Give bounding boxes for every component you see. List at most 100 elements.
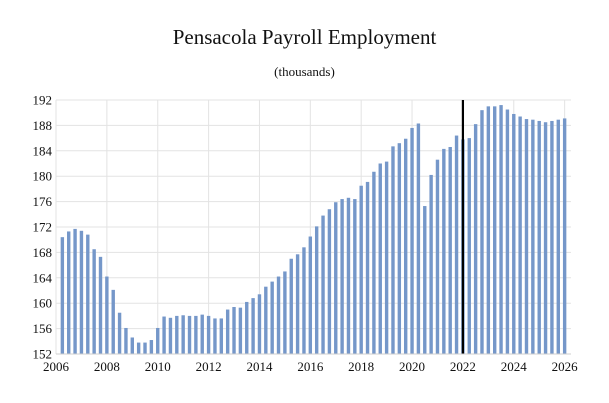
bar (181, 315, 185, 354)
y-tick-label: 180 (33, 169, 53, 184)
bar (467, 138, 471, 354)
bar (423, 206, 427, 354)
bar (283, 271, 287, 354)
y-tick-label: 156 (33, 321, 53, 336)
x-tick-label: 2008 (94, 359, 120, 374)
bar (302, 247, 306, 354)
bar (512, 113, 516, 354)
bar (225, 309, 230, 354)
bar (340, 199, 344, 354)
bar (276, 276, 281, 354)
x-tick-label: 2020 (399, 359, 425, 374)
bar (499, 105, 503, 354)
bar (416, 123, 421, 355)
bar (156, 327, 160, 354)
chart-title: Pensacola Payroll Employment (172, 25, 437, 49)
y-tick-label: 164 (33, 270, 53, 285)
bar (473, 124, 478, 354)
bar (79, 230, 84, 354)
y-tick-label: 188 (33, 118, 53, 133)
bar (194, 315, 198, 354)
bar (67, 231, 71, 354)
bar (537, 120, 541, 354)
bar (213, 318, 217, 354)
y-tick-label: 176 (33, 194, 53, 209)
y-tick-label: 152 (33, 347, 53, 362)
bar (556, 119, 560, 354)
bar (264, 286, 268, 354)
bar (378, 163, 382, 354)
bar (98, 256, 103, 354)
bar (372, 171, 376, 354)
bar (531, 119, 535, 354)
bar-series (60, 105, 567, 355)
x-tick-label: 2022 (450, 359, 476, 374)
bar (124, 327, 128, 354)
bar (92, 249, 96, 354)
x-tick-label: 2012 (196, 359, 222, 374)
bar (321, 215, 325, 354)
bar (505, 109, 510, 355)
bar (327, 209, 332, 354)
bar (143, 342, 147, 354)
bar (245, 301, 249, 354)
x-tick-label: 2026 (552, 359, 579, 374)
bar (187, 315, 192, 354)
bar (60, 237, 65, 354)
bar (130, 337, 134, 354)
bar (550, 120, 554, 354)
y-tick-label: 160 (33, 296, 53, 311)
bar (543, 122, 548, 354)
bar (289, 258, 293, 354)
bar (435, 159, 440, 354)
bar (562, 118, 567, 354)
bar (448, 146, 452, 354)
x-tick-label: 2006 (43, 359, 70, 374)
bar (308, 236, 313, 354)
bar (334, 202, 338, 354)
bar (206, 315, 211, 354)
y-tick-label: 168 (33, 245, 53, 260)
bar (454, 135, 459, 354)
bar (295, 254, 300, 354)
x-tick-label: 2016 (297, 359, 324, 374)
bar (149, 340, 154, 354)
axes: 152 156 160 164 168 172 176 180 184 188 192 2006 200… (33, 93, 579, 375)
bar (397, 143, 402, 354)
bar (391, 146, 395, 354)
bar (238, 307, 243, 354)
bar (86, 234, 90, 354)
chart-subtitle: (thousands) (274, 64, 335, 79)
bar (359, 185, 363, 354)
bar (346, 197, 351, 354)
x-tick-label: 2010 (145, 359, 171, 374)
bar (314, 226, 319, 354)
bar (111, 289, 115, 354)
bar (117, 312, 122, 354)
bar (403, 138, 408, 354)
bar (524, 119, 529, 354)
y-tick-label: 184 (33, 143, 53, 158)
bar (168, 317, 173, 354)
bar (270, 281, 274, 354)
bar (518, 116, 522, 354)
bar (493, 106, 497, 354)
bar (486, 106, 491, 354)
bar (365, 181, 370, 354)
x-tick-label: 2018 (348, 359, 374, 374)
bar (257, 294, 262, 354)
bar (219, 318, 224, 354)
bar (162, 316, 166, 354)
bar (73, 228, 77, 354)
bar (175, 315, 179, 354)
bar (136, 342, 141, 354)
bar (105, 276, 109, 354)
bar (232, 307, 236, 354)
x-tick-label: 2014 (246, 359, 273, 374)
bar (200, 314, 204, 354)
bar (480, 110, 484, 354)
bar (410, 127, 414, 354)
bar (429, 174, 433, 354)
y-tick-label: 172 (33, 220, 53, 235)
